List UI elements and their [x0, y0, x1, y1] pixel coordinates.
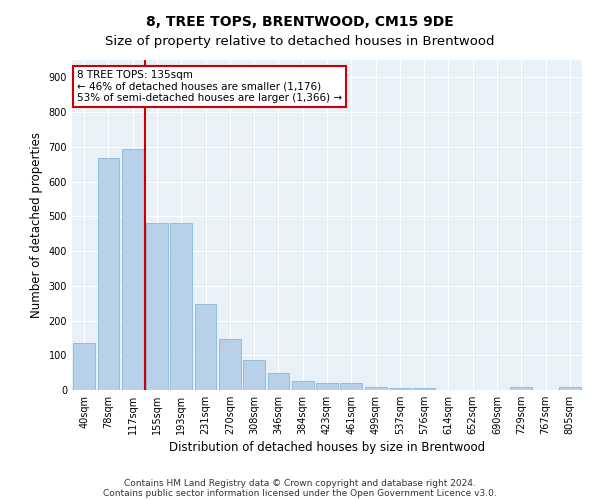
Text: 8 TREE TOPS: 135sqm
← 46% of detached houses are smaller (1,176)
53% of semi-det: 8 TREE TOPS: 135sqm ← 46% of detached ho…: [77, 70, 342, 103]
Bar: [389, 388, 411, 390]
Bar: [413, 388, 435, 390]
Bar: [170, 222, 192, 390]
Text: Size of property relative to detached houses in Brentwood: Size of property relative to detached ho…: [105, 35, 495, 48]
Text: Contains HM Land Registry data © Crown copyright and database right 2024.: Contains HM Land Registry data © Crown c…: [124, 478, 476, 488]
Bar: [97, 158, 119, 390]
Bar: [316, 383, 338, 390]
Bar: [292, 382, 314, 390]
Bar: [219, 338, 241, 390]
Bar: [559, 387, 581, 390]
Bar: [511, 387, 532, 390]
Bar: [73, 343, 95, 390]
Bar: [365, 386, 386, 390]
Text: 8, TREE TOPS, BRENTWOOD, CM15 9DE: 8, TREE TOPS, BRENTWOOD, CM15 9DE: [146, 15, 454, 29]
X-axis label: Distribution of detached houses by size in Brentwood: Distribution of detached houses by size …: [169, 441, 485, 454]
Y-axis label: Number of detached properties: Number of detached properties: [30, 132, 43, 318]
Text: Contains public sector information licensed under the Open Government Licence v3: Contains public sector information licen…: [103, 488, 497, 498]
Bar: [146, 222, 168, 390]
Bar: [243, 360, 265, 390]
Bar: [194, 304, 217, 390]
Bar: [122, 148, 143, 390]
Bar: [268, 372, 289, 390]
Bar: [340, 383, 362, 390]
